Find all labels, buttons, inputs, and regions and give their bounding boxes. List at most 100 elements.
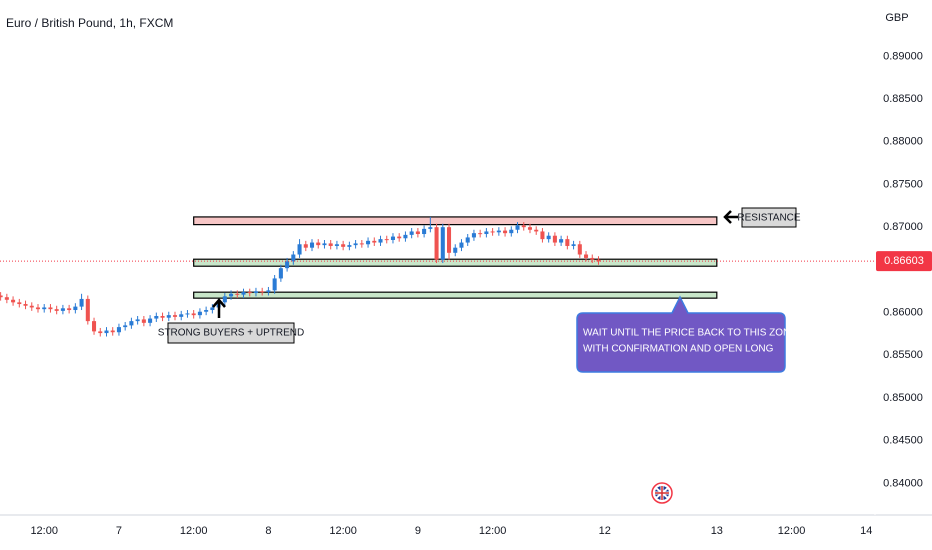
y-tick-label: 0.88000: [883, 136, 923, 148]
candle-body: [104, 330, 109, 334]
candle-body: [590, 257, 595, 260]
candle-body: [496, 230, 501, 233]
candle-body: [172, 315, 178, 317]
candle-body: [359, 243, 364, 245]
candle-body: [29, 305, 34, 308]
candle-body: [503, 230, 508, 234]
y-tick-label: 0.89000: [883, 50, 923, 62]
candle-body: [210, 307, 215, 311]
x-tick-label: 13: [711, 525, 723, 537]
candle-body: [366, 240, 371, 245]
candle-body: [197, 311, 202, 316]
x-tick-label: 12:00: [479, 525, 507, 537]
candle-body: [17, 302, 22, 305]
buyers-label: STRONG BUYERS + UPTREND: [158, 328, 304, 339]
candle-body: [48, 307, 53, 310]
plot-area: [0, 216, 875, 337]
candle-body: [42, 307, 47, 310]
candle-body: [291, 254, 296, 262]
candle-body: [260, 291, 265, 293]
candle-body: [384, 239, 389, 241]
candle-body: [191, 313, 196, 316]
candle-body: [222, 296, 227, 303]
chart-title: Euro / British Pound, 1h, FXCM: [6, 16, 173, 30]
candle-body: [596, 259, 601, 262]
candle-body: [79, 298, 84, 307]
candle-body: [316, 242, 321, 246]
candle-body: [534, 229, 539, 232]
candle-body: [527, 227, 533, 230]
candle-body: [521, 225, 526, 228]
candle-body: [540, 231, 545, 240]
candle-body: [160, 316, 165, 318]
candle-body: [123, 325, 128, 328]
candle-body: [253, 291, 258, 293]
wait-callout: [576, 295, 786, 373]
candle-body: [347, 245, 352, 247]
y-tick-label: 0.85000: [883, 392, 923, 404]
event-flag: [651, 482, 673, 504]
candle-body: [297, 244, 302, 255]
candle-body: [465, 237, 470, 243]
y-tick-label: 0.84500: [883, 435, 923, 447]
candle-body: [409, 231, 414, 235]
candle-body: [440, 227, 445, 260]
resistance-label: RESISTANCE: [737, 213, 800, 224]
candle-body: [4, 297, 9, 300]
y-tick-label: 0.87000: [883, 221, 923, 233]
candle-body: [235, 293, 240, 295]
candle-body: [515, 225, 520, 230]
x-tick-label: 14: [860, 525, 872, 537]
candle-body: [446, 227, 452, 253]
x-tick-label: 12:00: [180, 525, 208, 537]
y-tick-label: 0.84000: [883, 477, 923, 489]
candle-body: [110, 330, 115, 333]
candle-body: [148, 318, 153, 323]
price-zone: [193, 258, 718, 267]
candle-body: [98, 331, 103, 334]
candle-body: [11, 299, 16, 303]
x-tick-label: 8: [265, 525, 271, 537]
x-tick-label: 7: [116, 525, 122, 537]
resistance-arrow: [723, 210, 738, 224]
y-tick-label: 0.88500: [883, 93, 923, 105]
candle-body: [372, 240, 377, 243]
candle-body: [154, 316, 159, 319]
candle-body: [179, 314, 184, 317]
candle-body: [285, 261, 290, 269]
candle-body: [546, 235, 551, 240]
candle-body: [428, 227, 433, 229]
candle-body: [403, 234, 408, 239]
candle-body: [135, 319, 140, 322]
candle-body: [322, 243, 327, 246]
candle-body: [35, 307, 41, 310]
buyers-arrow: [212, 298, 226, 318]
candle-body: [584, 254, 589, 258]
candle-body: [60, 308, 65, 311]
candle-body: [266, 290, 271, 293]
candle-body: [571, 244, 576, 246]
candle-body: [559, 239, 564, 243]
candle-body: [229, 293, 234, 297]
candle-body: [92, 321, 97, 332]
candle-body: [341, 244, 346, 247]
last-price-box: [876, 251, 932, 272]
candle-body: [272, 278, 277, 291]
candle-body: [166, 315, 171, 318]
candle-body: [241, 292, 246, 295]
price-zone: [193, 216, 718, 226]
candle-body: [390, 236, 395, 240]
candle-body: [23, 304, 28, 306]
candle-body: [116, 327, 121, 333]
candle-body: [278, 268, 283, 279]
candle-body: [484, 231, 489, 235]
candle-body: [141, 319, 146, 323]
candle-body: [577, 244, 582, 255]
price-zone: [193, 291, 718, 299]
candle-body: [478, 233, 483, 235]
x-tick-label: 12:00: [778, 525, 806, 537]
candle-body: [309, 242, 315, 248]
candle-body: [422, 228, 427, 235]
x-tick-label: 12:00: [30, 525, 58, 537]
